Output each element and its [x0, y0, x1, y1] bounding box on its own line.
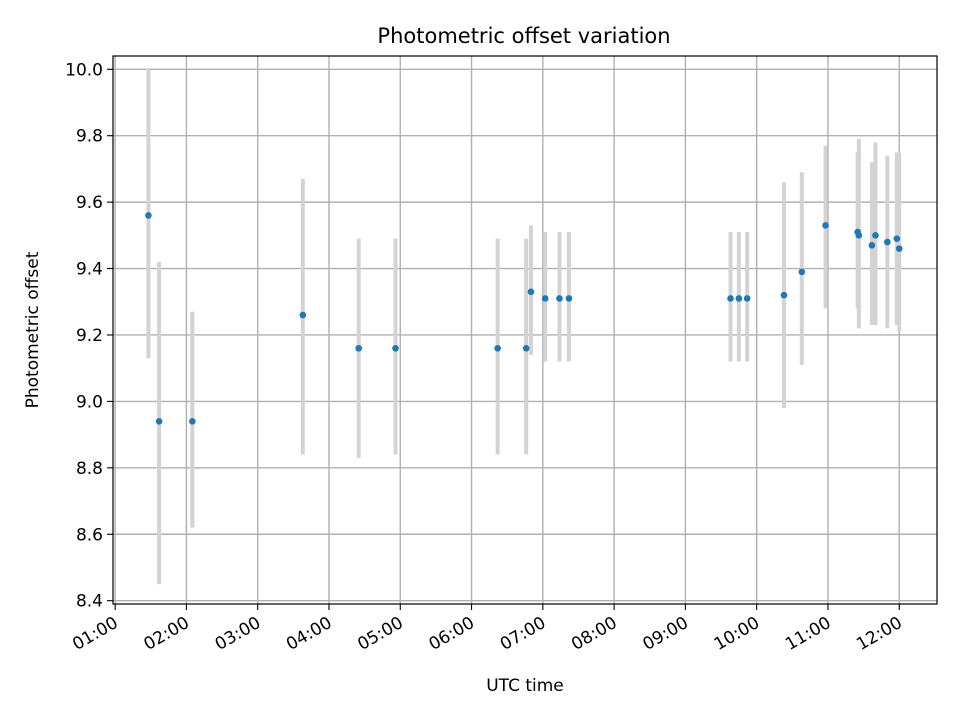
x-tick-label: 09:00 [639, 613, 691, 655]
data-point [299, 311, 307, 319]
data-point [855, 232, 863, 239]
data-point [872, 232, 879, 239]
data-point [527, 288, 535, 296]
y-tick-label: 8.8 [76, 459, 103, 479]
y-axis-ticks: 8.4 8.6 8.8 9.0 9.2 9.4 9.6 9.8 10.0 [65, 60, 113, 612]
x-tick-label: 01:00 [69, 613, 121, 655]
data-point [893, 235, 901, 242]
y-tick-label: 8.6 [76, 525, 103, 545]
y-tick-label: 9.2 [76, 326, 103, 346]
data-point [494, 344, 501, 352]
x-axis-label: UTC time [486, 676, 564, 696]
data-point [895, 245, 903, 252]
x-tick-label: 10:00 [711, 613, 763, 655]
y-axis-label: Photometric offset [23, 251, 43, 408]
plot-area [112, 55, 938, 605]
data-point [735, 295, 743, 302]
data-point [556, 295, 563, 302]
data-points [145, 212, 903, 425]
y-tick-label: 9.6 [76, 193, 103, 213]
data-point [565, 295, 573, 302]
error-bars [146, 69, 902, 585]
chart-title: Photometric offset variation [377, 24, 670, 48]
data-point [727, 295, 734, 302]
x-tick-label: 12:00 [853, 613, 905, 655]
x-tick-label: 03:00 [212, 613, 264, 655]
x-tick-label: 06:00 [426, 613, 478, 655]
y-tick-label: 9.4 [76, 260, 103, 280]
data-point [884, 238, 891, 246]
y-tick-label: 9.0 [76, 392, 103, 412]
y-tick-label: 9.8 [76, 127, 103, 147]
data-point [145, 212, 152, 219]
x-tick-label: 11:00 [782, 613, 834, 655]
x-tick-label: 08:00 [568, 613, 620, 655]
x-tick-label: 05:00 [354, 613, 406, 655]
data-point [189, 418, 196, 425]
data-point [743, 295, 751, 302]
x-tick-label: 07:00 [497, 613, 549, 655]
data-point [798, 268, 806, 276]
x-axis-ticks: 01:00 02:00 03:00 04:00 05:00 06:00 07:00 08:00… [69, 604, 906, 655]
data-point [522, 344, 530, 352]
data-point [392, 344, 399, 352]
y-tick-label: 10.0 [65, 60, 103, 80]
x-tick-label: 04:00 [283, 613, 335, 655]
data-point [355, 344, 362, 352]
data-point [868, 242, 876, 249]
y-tick-label: 8.4 [76, 592, 103, 612]
data-point [155, 418, 163, 425]
x-tick-label: 02:00 [140, 613, 192, 655]
data-point [822, 222, 829, 229]
data-point [541, 295, 549, 302]
data-point [780, 291, 788, 299]
